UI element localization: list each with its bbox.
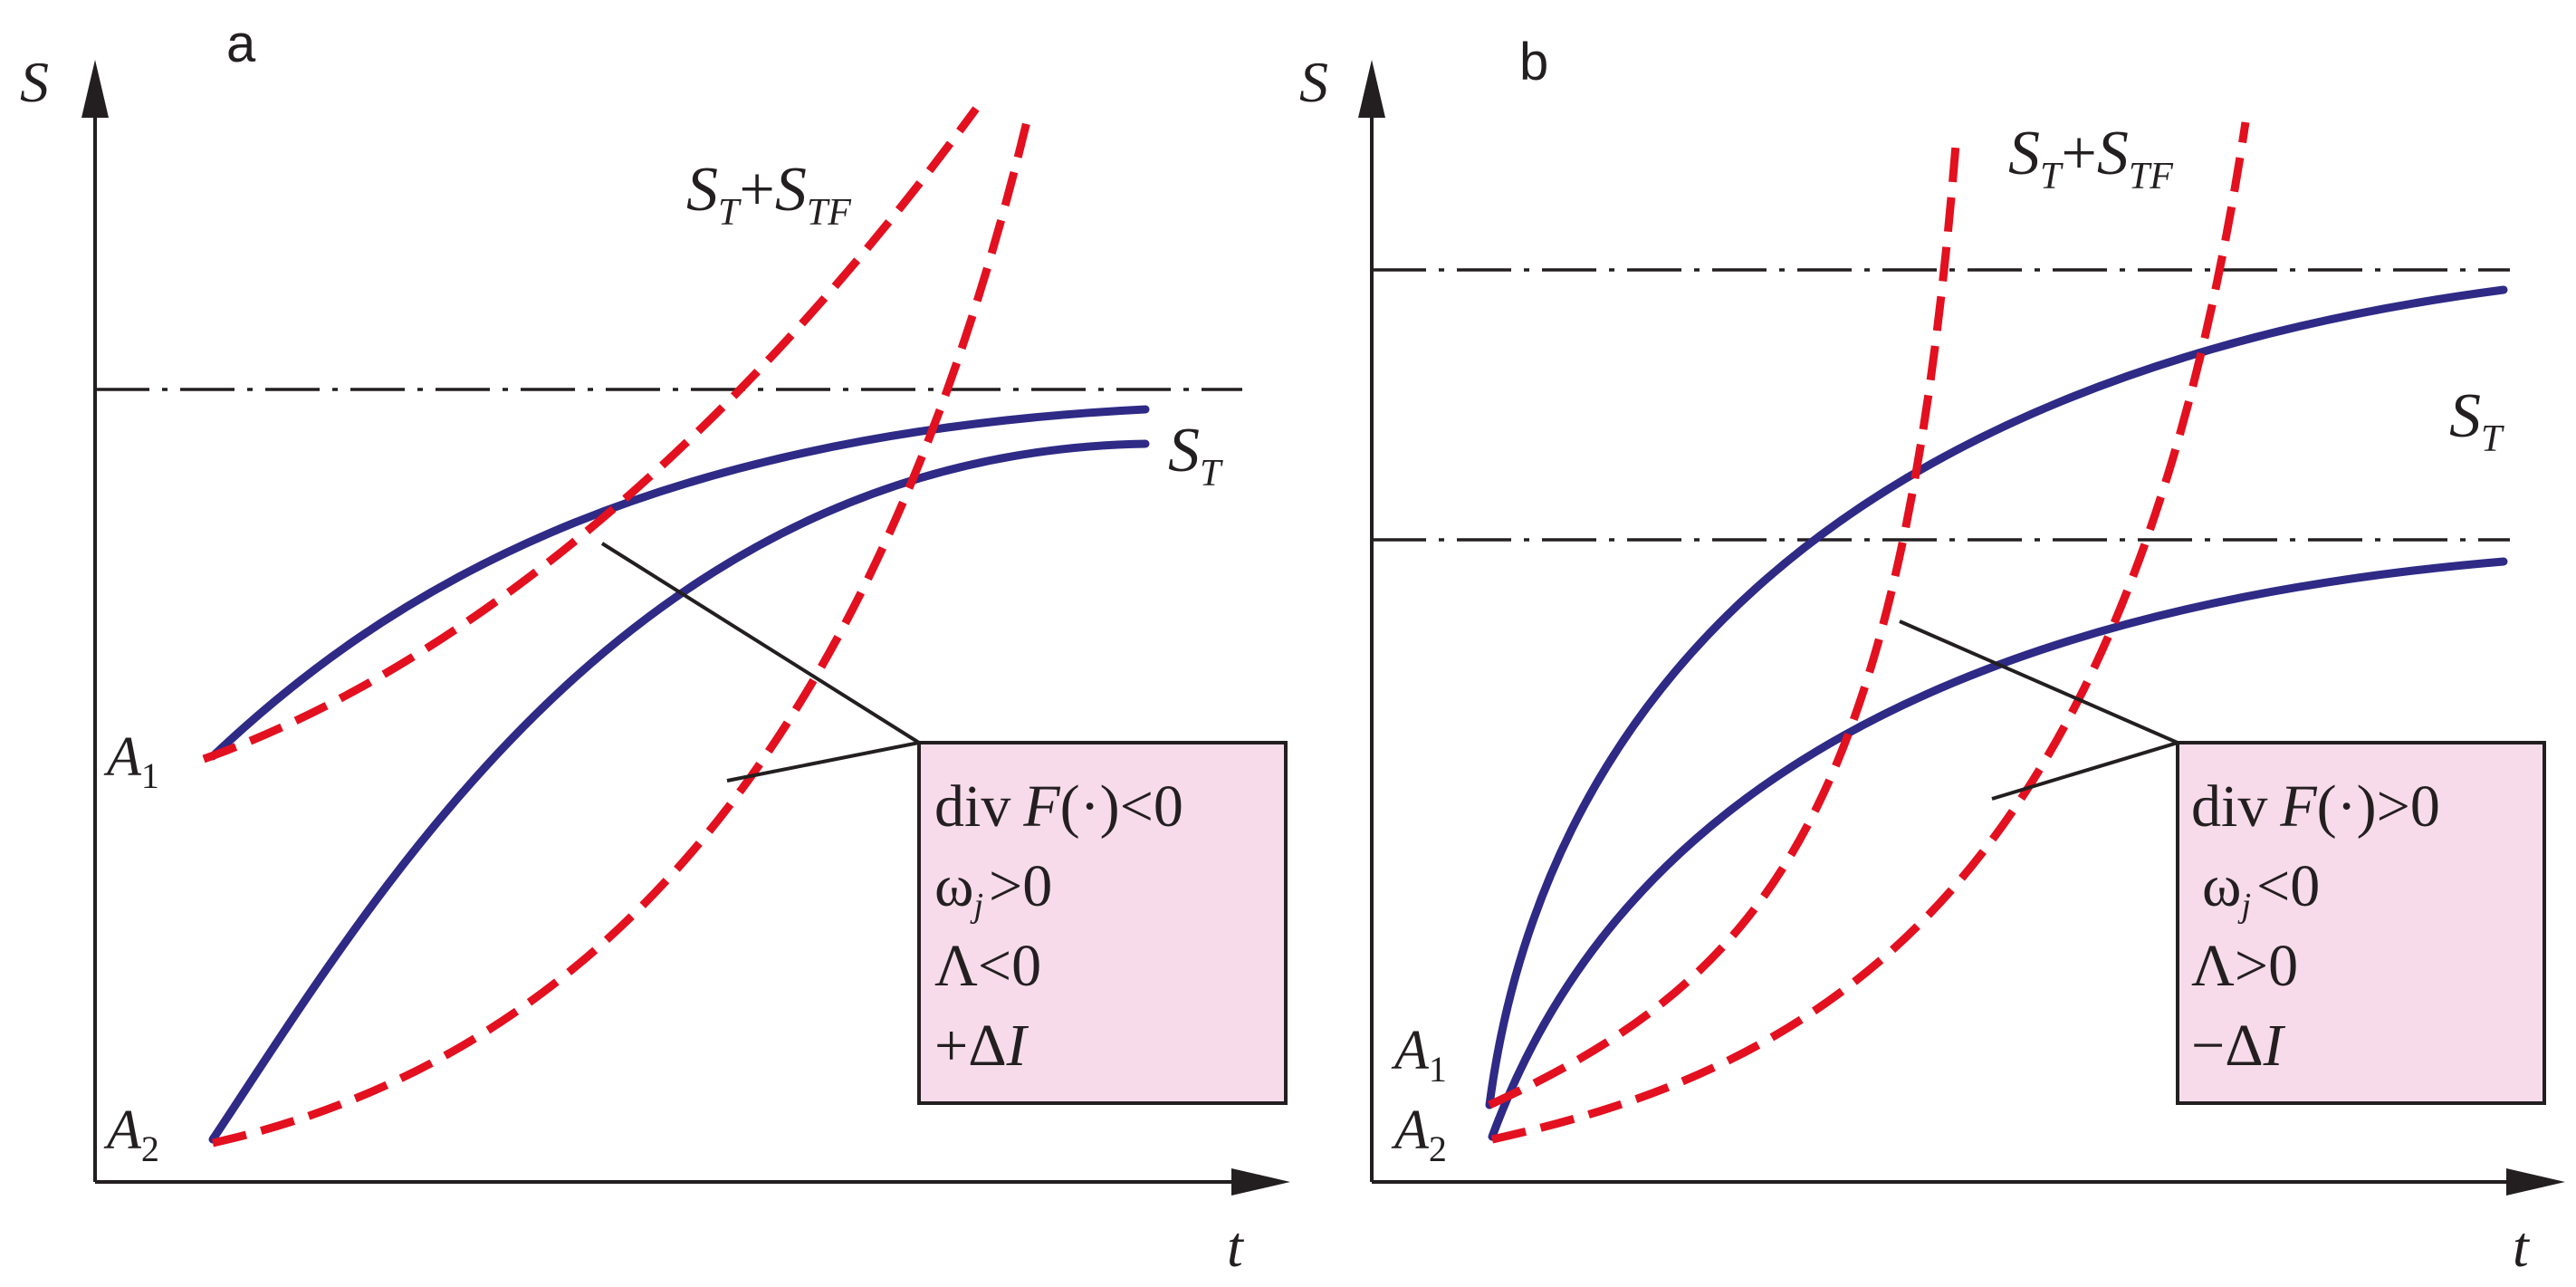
panel-a-x-axis-label: t <box>1227 1215 1245 1279</box>
panel-b-cond-delta: −ΔI <box>2191 1013 2286 1079</box>
panel-b-sum-curve-a2 <box>1491 121 2250 1144</box>
panel-a-cond-div: div F(·)<0 <box>934 773 1183 840</box>
panel-b-sum-curve-a1 <box>1488 144 1960 1109</box>
panel-b-cond-div: div F(·)>0 <box>2191 773 2440 840</box>
panel-a-st-label: ST <box>1168 416 1223 495</box>
panel-b-label: b <box>1519 33 1548 91</box>
panel-b-cond-omega: ωj<0 <box>2202 853 2320 925</box>
panel-a-sum-label: ST+STF <box>686 155 851 234</box>
panel-a-cond-lambda: Λ<0 <box>934 933 1041 999</box>
panel-b: b S t ST+STF ST A1 A2 <box>1299 33 2565 1279</box>
panel-a-a2-label: A2 <box>103 1100 159 1169</box>
panel-b-st-label: ST <box>2449 381 2504 460</box>
panel-b-st-curve-a2 <box>1488 557 2508 1141</box>
panel-a-y-axis-label: S <box>20 50 49 114</box>
panel-a-conditions-box <box>917 741 1288 1105</box>
panel-a-sum-curve-a2 <box>212 116 1032 1148</box>
panel-b-y-arrow-icon <box>1358 60 1385 118</box>
panel-b-sum-label: ST+STF <box>2008 119 2173 197</box>
panel-b-cond-lambda: Λ>0 <box>2191 933 2298 999</box>
panel-a-st-curve-a2 <box>208 439 1150 1144</box>
panel-b-a1-label: A1 <box>1391 1020 1447 1090</box>
panel-b-st-curve-a1 <box>1485 285 2508 1109</box>
panel-a-a1-label: A1 <box>103 726 159 796</box>
panel-a-cond-delta: +ΔI <box>934 1013 1029 1079</box>
panel-a: a S t ST+STF ST A1 A2 <box>20 14 1290 1279</box>
panel-a-y-arrow-icon <box>81 60 109 118</box>
panel-b-y-axis-label: S <box>1299 50 1328 114</box>
panel-a-cond-omega: ωj>0 <box>934 853 1052 925</box>
panel-a-sum-curve-a1 <box>202 106 980 764</box>
panel-b-x-axis-label: t <box>2513 1215 2531 1279</box>
panel-b-x-arrow-icon <box>2506 1168 2565 1196</box>
panel-a-label: a <box>226 14 256 73</box>
panel-a-x-arrow-icon <box>1231 1168 1290 1196</box>
panel-b-a2-label: A2 <box>1391 1100 1447 1169</box>
panel-b-conditions-box <box>2176 741 2546 1105</box>
